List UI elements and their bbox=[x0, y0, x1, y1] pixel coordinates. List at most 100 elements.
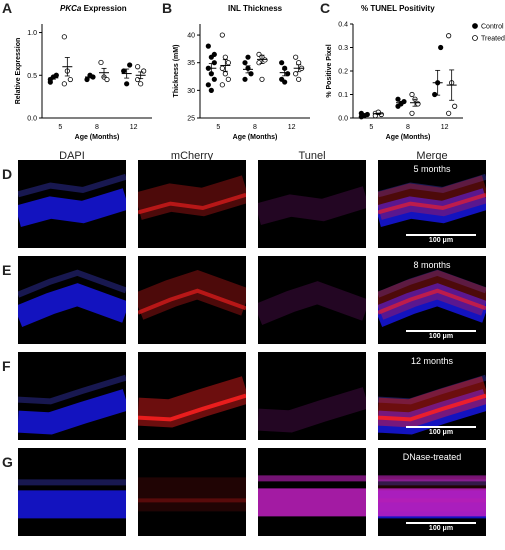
data-point bbox=[208, 87, 214, 93]
data-point bbox=[395, 96, 401, 102]
micrograph-image bbox=[258, 448, 366, 536]
x-axis-label: Age (Months) bbox=[75, 134, 120, 141]
x-tick-label: 5 bbox=[369, 124, 373, 131]
data-point bbox=[135, 64, 141, 70]
data-point bbox=[446, 33, 452, 39]
chart-tunel-positivity: % TUNEL Positivity 0.0 0.1 0.2 0.3 0.4 5 8 12 Ag… bbox=[325, 0, 505, 145]
data-point bbox=[293, 71, 299, 77]
x-tick-label: 12 bbox=[288, 124, 296, 131]
data-point bbox=[61, 34, 67, 40]
data-point bbox=[262, 57, 268, 63]
mcherry-band-inner bbox=[378, 288, 486, 315]
column-header-merge: Merge bbox=[416, 150, 448, 162]
data-point bbox=[296, 76, 302, 82]
micrograph-background bbox=[138, 352, 246, 440]
condition-label: 12 months bbox=[410, 356, 454, 366]
data-point bbox=[259, 76, 265, 82]
condition-label: DNase-treated bbox=[402, 452, 462, 462]
legend-label: Treated bbox=[481, 36, 505, 43]
mcherry-band bbox=[138, 175, 246, 220]
mcherry-band-inner bbox=[138, 192, 246, 215]
data-point bbox=[245, 54, 251, 60]
mcherry-band bbox=[378, 269, 486, 320]
micrograph-image bbox=[138, 256, 246, 344]
data-point bbox=[438, 44, 444, 51]
y-axis-label: Thickness (mM) bbox=[173, 45, 180, 98]
data-point bbox=[446, 110, 452, 116]
mcherry-band-inner bbox=[138, 393, 246, 422]
micrograph-mcherry bbox=[138, 256, 246, 344]
y-tick-label: 0.0 bbox=[338, 116, 348, 123]
dapi-band-inner bbox=[18, 269, 126, 298]
y-axis-label: % Positive Pixel bbox=[326, 44, 333, 97]
panel-letter-c: C bbox=[320, 0, 331, 16]
scale-bar-label: 100 μm bbox=[428, 525, 454, 532]
dapi-band bbox=[378, 188, 486, 228]
chart-pkca-expression: PKCa Expression 0.0 0.5 1.0 5 8 12 Age (Months… bbox=[10, 0, 160, 145]
data-point bbox=[219, 65, 225, 71]
dapi-band bbox=[378, 389, 486, 435]
row-letter: G bbox=[2, 454, 13, 470]
y-tick-label: 0.3 bbox=[338, 45, 348, 52]
micrograph-merge: 12 months 100 μm bbox=[378, 352, 486, 440]
data-point bbox=[256, 60, 262, 66]
dapi-band-inner bbox=[378, 173, 486, 198]
y-tick-label: 0.5 bbox=[27, 73, 37, 80]
micrograph-image bbox=[378, 448, 486, 536]
data-point bbox=[124, 81, 130, 87]
scale-bar bbox=[406, 522, 476, 524]
scale-bar bbox=[406, 234, 476, 236]
data-point bbox=[138, 81, 144, 87]
mcherry-band-inner bbox=[138, 288, 246, 315]
dapi-band bbox=[378, 283, 486, 327]
x-tick-label: 8 bbox=[406, 124, 410, 131]
y-tick-label: 0.2 bbox=[338, 69, 348, 76]
micrograph-background bbox=[258, 256, 366, 344]
dapi-band bbox=[18, 389, 126, 435]
micrograph-merge: DNase-treated 100 μm bbox=[378, 448, 486, 536]
chart-inl-thickness: INL Thickness 25 30 35 40 5 8 12 Age (Months) Th… bbox=[170, 0, 320, 145]
x-tick-label: 12 bbox=[441, 124, 449, 131]
x-tick-label: 8 bbox=[95, 124, 99, 131]
data-point bbox=[282, 79, 288, 85]
micrograph-background bbox=[138, 448, 246, 536]
micrograph-mcherry bbox=[138, 448, 246, 536]
condition-label: 5 months bbox=[413, 164, 451, 174]
data-point bbox=[219, 82, 225, 88]
micrograph-image bbox=[18, 256, 126, 344]
data-point bbox=[135, 76, 141, 83]
micrograph-background bbox=[138, 160, 246, 248]
panel-letter-a: A bbox=[2, 0, 13, 16]
tunel-band bbox=[258, 186, 366, 226]
data-point bbox=[127, 62, 133, 68]
data-point bbox=[211, 51, 217, 58]
y-tick-label: 40 bbox=[187, 33, 195, 40]
data-point bbox=[211, 76, 217, 82]
legend-label: Control bbox=[481, 24, 504, 31]
data-point bbox=[248, 71, 254, 77]
data-point bbox=[141, 68, 147, 74]
data-point bbox=[225, 60, 231, 66]
column-header-tunel: Tunel bbox=[298, 150, 326, 162]
data-point bbox=[219, 32, 225, 38]
scale-bar-label: 100 μm bbox=[428, 429, 454, 436]
x-axis-label: Age (Months) bbox=[233, 134, 278, 141]
micrograph-dapi bbox=[18, 256, 126, 344]
micrograph-mcherry bbox=[138, 160, 246, 248]
y-tick-label: 0.1 bbox=[338, 92, 348, 99]
micrograph-dapi bbox=[18, 352, 126, 440]
micrograph-image bbox=[378, 160, 486, 248]
mcherry-band bbox=[378, 376, 486, 428]
y-tick-label: 25 bbox=[187, 116, 195, 123]
legend-treated-marker bbox=[472, 35, 478, 41]
x-tick-label: 5 bbox=[216, 124, 220, 131]
micrograph-background bbox=[258, 352, 366, 440]
micrograph-tunel bbox=[258, 352, 366, 440]
condition-label: 8 months bbox=[413, 260, 451, 270]
data-point bbox=[409, 91, 415, 98]
chart-title: INL Thickness bbox=[228, 4, 283, 13]
dapi-band bbox=[18, 283, 126, 327]
row-letter: D bbox=[2, 166, 13, 182]
scale-bar-label: 100 μm bbox=[428, 333, 454, 340]
tunel-band bbox=[258, 281, 366, 325]
